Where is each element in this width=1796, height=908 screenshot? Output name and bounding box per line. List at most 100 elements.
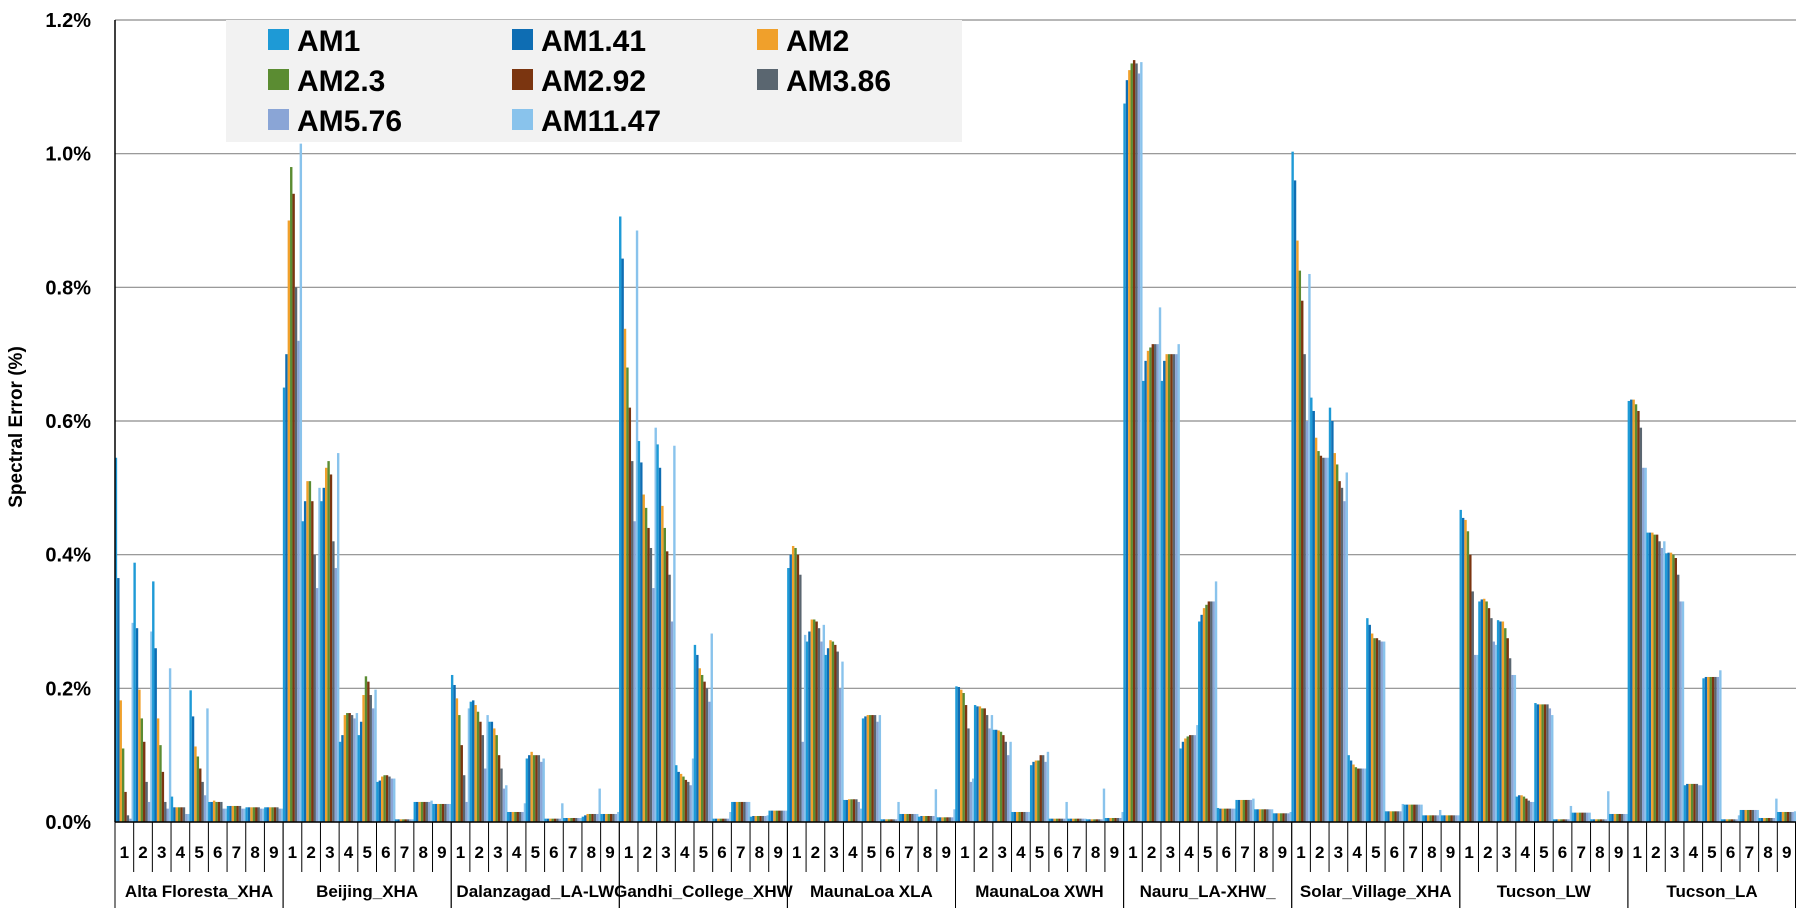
bar-am1-g10-c1 xyxy=(1627,400,1631,822)
bar-am5-76-g3-c4 xyxy=(521,811,524,822)
bar-am2-g4-c3 xyxy=(661,505,664,822)
bar-am2-g4-c6 xyxy=(717,818,720,822)
bar-am1-41-g4-c5 xyxy=(696,654,699,822)
bar-am1-41-g5-c8 xyxy=(920,815,923,822)
bar-am5-76-g1-c2 xyxy=(147,801,151,822)
legend-label: AM2 xyxy=(786,25,849,58)
bar-am3-86-g10-c2 xyxy=(1658,541,1661,822)
bar-am2-3-g2-c1 xyxy=(290,167,293,822)
x-category-label: 7 xyxy=(1240,843,1249,862)
bar-am5-76-g6-c8 xyxy=(1100,819,1103,822)
bar-am1-g10-c8 xyxy=(1758,817,1761,822)
x-category-label: 2 xyxy=(643,843,652,862)
bar-am3-86-g7-c7 xyxy=(1247,799,1250,822)
x-category-label: 8 xyxy=(1427,843,1436,862)
bar-am3-86-g10-c1 xyxy=(1639,427,1643,822)
bar-am11-47-g6-c6 xyxy=(1065,801,1068,822)
x-category-label: 2 xyxy=(474,843,483,862)
bar-am1-41-g2-c5 xyxy=(359,721,363,822)
bar-am2-g5-c6 xyxy=(885,819,888,822)
legend-swatch xyxy=(757,29,778,50)
bar-am3-86-g1-c9 xyxy=(276,807,279,822)
bar-am2-3-g3-c8 xyxy=(588,813,592,822)
bar-am2-g9-c3 xyxy=(1501,621,1505,822)
bar-am1-41-g4-c1 xyxy=(621,258,624,823)
bar-am3-86-g3-c9 xyxy=(612,813,615,822)
y-tick-label: 0.0% xyxy=(45,812,91,834)
bar-am2-3-g4-c2 xyxy=(644,507,648,822)
bar-am5-76-g4-c3 xyxy=(670,621,674,822)
bar-am3-86-g1-c3 xyxy=(164,801,167,822)
bar-am1-g6-c6 xyxy=(1048,818,1052,822)
bar-am2-3-g4-c3 xyxy=(663,527,666,822)
bar-am1-g6-c8 xyxy=(1085,819,1089,822)
bar-am11-47-g8-c8 xyxy=(1438,809,1442,822)
bar-am2-92-g4-c3 xyxy=(665,551,669,822)
x-category-label: 4 xyxy=(1520,843,1530,862)
bar-am3-86-g4-c7 xyxy=(743,801,746,822)
x-category-label: 2 xyxy=(306,843,315,862)
bar-am11-47-g9-c2 xyxy=(1495,644,1498,822)
bar-am2-3-g8-c8 xyxy=(1429,815,1432,822)
bar-am1-g4-c1 xyxy=(619,216,622,823)
bar-am5-76-g7-c7 xyxy=(1249,799,1253,822)
bar-am1-g6-c1 xyxy=(955,686,958,822)
bar-am1-g2-c5 xyxy=(357,735,360,822)
bar-am2-g2-c9 xyxy=(437,803,440,822)
bar-am2-g2-c8 xyxy=(418,801,421,822)
bar-am11-47-g7-c2 xyxy=(1158,307,1162,822)
bar-am2-3-g9-c3 xyxy=(1504,628,1507,822)
bar-am1-g1-c1 xyxy=(114,457,118,822)
x-category-label: 2 xyxy=(811,843,820,862)
bar-am2-g5-c1 xyxy=(791,545,795,822)
bar-am2-g5-c7 xyxy=(904,813,907,822)
bar-am11-47-g9-c4 xyxy=(1532,801,1535,822)
bar-am5-76-g8-c8 xyxy=(1436,815,1439,822)
bar-am2-g10-c4 xyxy=(1688,783,1691,822)
x-category-label: 6 xyxy=(885,843,894,862)
bar-am2-g9-c9 xyxy=(1613,813,1617,822)
bar-am2-3-g4-c8 xyxy=(756,815,760,822)
bar-am11-47-g4-c4 xyxy=(691,758,695,822)
x-category-label: 7 xyxy=(400,843,409,862)
bar-am1-41-g2-c6 xyxy=(378,780,382,822)
bar-am2-3-g9-c2 xyxy=(1485,601,1488,822)
bar-am2-92-g7-c9 xyxy=(1282,813,1285,822)
bar-am2-92-g4-c7 xyxy=(740,801,744,822)
bar-am2-g2-c2 xyxy=(306,481,309,822)
bar-am2-g6-c5 xyxy=(1034,760,1038,822)
bar-am2-92-g5-c1 xyxy=(796,554,800,822)
bar-am5-76-g7-c6 xyxy=(1231,808,1234,822)
bar-am3-86-g6-c1 xyxy=(967,728,970,822)
legend-label: AM3.86 xyxy=(786,65,891,98)
bar-am11-47-g1-c5 xyxy=(206,708,209,822)
bar-am1-41-g6-c5 xyxy=(1032,761,1035,822)
bar-am2-92-g2-c9 xyxy=(441,803,445,822)
bar-am2-92-g1-c9 xyxy=(273,807,277,822)
bar-am11-47-g5-c9 xyxy=(953,809,956,822)
bar-am2-3-g3-c4 xyxy=(514,811,517,822)
bar-am1-41-g9-c8 xyxy=(1592,819,1596,822)
x-category-label: 1 xyxy=(960,843,969,862)
bar-am3-86-g2-c5 xyxy=(369,695,372,822)
bar-am3-86-g2-c8 xyxy=(425,801,428,822)
bar-am3-86-g8-c6 xyxy=(1396,811,1400,822)
bar-am2-92-g4-c4 xyxy=(684,779,688,822)
bar-am1-g6-c2 xyxy=(973,705,977,822)
bar-am11-47-g1-c7 xyxy=(243,808,247,822)
bar-am2-3-g1-c1 xyxy=(121,748,125,822)
bar-am5-76-g3-c6 xyxy=(558,818,562,822)
bar-am1-41-g5-c6 xyxy=(882,819,886,822)
bar-am11-47-g10-c3 xyxy=(1681,601,1685,822)
bar-am11-47-g5-c5 xyxy=(878,715,882,822)
bar-am2-92-g10-c7 xyxy=(1749,809,1752,822)
bar-am3-86-g5-c8 xyxy=(929,815,933,822)
bar-am2-3-g8-c9 xyxy=(1448,815,1451,822)
bar-am3-86-g9-c9 xyxy=(1620,813,1624,822)
bar-am11-47-g1-c9 xyxy=(280,808,284,822)
bar-am2-3-g5-c7 xyxy=(906,813,909,822)
bar-am2-g10-c8 xyxy=(1763,817,1766,822)
bar-am11-47-g10-c7 xyxy=(1756,809,1759,822)
bar-am2-3-g4-c1 xyxy=(626,367,629,822)
bar-am3-86-g5-c4 xyxy=(855,799,858,822)
